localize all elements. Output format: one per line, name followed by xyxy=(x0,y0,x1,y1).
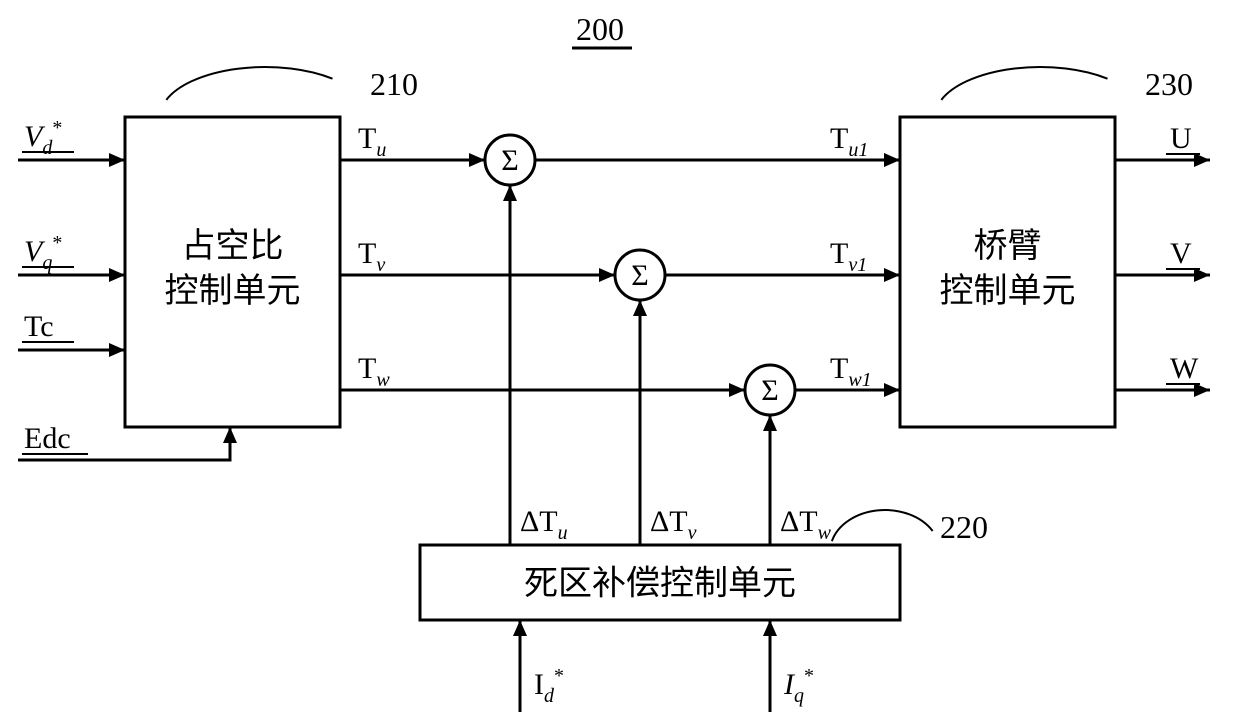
svg-text:控制单元: 控制单元 xyxy=(165,272,301,310)
svg-text:Tv1: Tv1 xyxy=(830,237,867,276)
svg-text:200: 200 xyxy=(576,11,624,47)
svg-text:220: 220 xyxy=(940,509,988,545)
svg-text:Tu1: Tu1 xyxy=(830,122,868,161)
svg-text:ΔTu: ΔTu xyxy=(520,505,568,544)
svg-text:死区补偿控制单元: 死区补偿控制单元 xyxy=(524,565,796,603)
svg-text:ΔTw: ΔTw xyxy=(780,505,832,544)
summer-v: Σ xyxy=(615,250,665,300)
duty-cycle-control-unit xyxy=(125,117,340,427)
svg-text:占空比: 占空比 xyxy=(182,227,284,265)
svg-text:Σ: Σ xyxy=(761,374,778,407)
svg-text:桥臂: 桥臂 xyxy=(974,227,1042,265)
svg-text:Σ: Σ xyxy=(631,259,648,292)
svg-text:控制单元: 控制单元 xyxy=(940,272,1076,310)
svg-text:U: U xyxy=(1170,122,1192,155)
svg-text:Edc: Edc xyxy=(24,422,71,455)
svg-text:Iq*: Iq* xyxy=(783,665,814,707)
svg-text:Id*: Id* xyxy=(534,665,564,707)
svg-text:Tw: Tw xyxy=(358,352,390,391)
svg-text:ΔTv: ΔTv xyxy=(650,505,697,544)
svg-text:Σ: Σ xyxy=(501,144,518,177)
svg-text:Tv: Tv xyxy=(358,237,385,276)
svg-text:Tw1: Tw1 xyxy=(830,352,872,391)
summer-u: Σ xyxy=(485,135,535,185)
bridge-arm-control-unit xyxy=(900,117,1115,427)
svg-text:Tu: Tu xyxy=(358,122,386,161)
svg-text:210: 210 xyxy=(370,66,418,102)
svg-text:230: 230 xyxy=(1145,66,1193,102)
svg-text:V: V xyxy=(1170,237,1192,270)
svg-text:Tc: Tc xyxy=(24,310,54,343)
summer-w: Σ xyxy=(745,365,795,415)
svg-text:W: W xyxy=(1170,352,1199,385)
